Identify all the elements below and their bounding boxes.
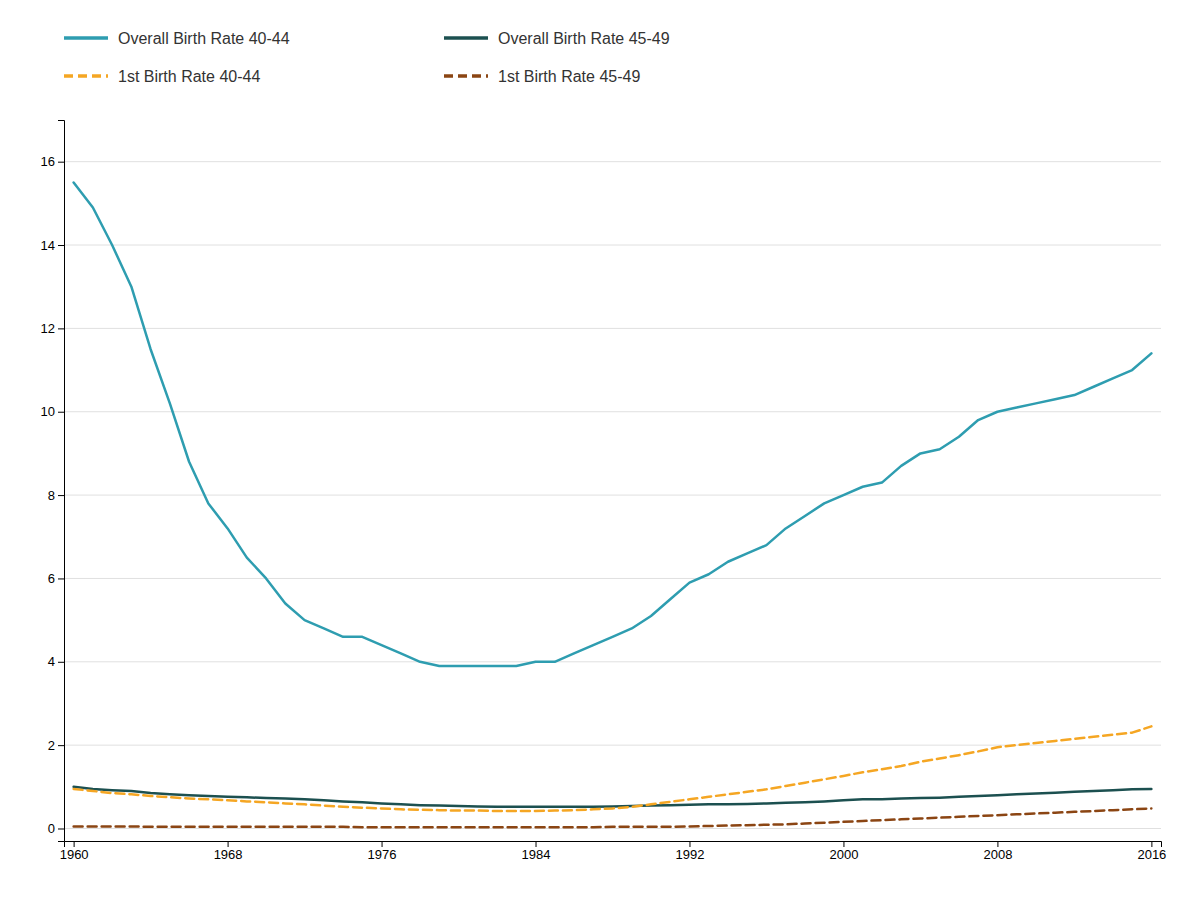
grid-line xyxy=(64,328,1161,329)
legend-swatch xyxy=(444,36,488,40)
x-tick-label: 2000 xyxy=(829,847,858,862)
x-tick: 1984 xyxy=(522,841,551,862)
legend-item: Overall Birth Rate 40-44 xyxy=(64,30,290,47)
y-tick: 6 xyxy=(48,571,64,586)
x-axis: 1960 1968 1976 1984 1992 2000 2008 2016 xyxy=(60,841,1167,862)
lines xyxy=(74,183,1152,828)
x-tick: 2008 xyxy=(983,841,1012,862)
grid-line xyxy=(64,161,1161,162)
series-line xyxy=(74,726,1152,811)
y-tick: 16 xyxy=(41,154,64,169)
y-tick-label: 14 xyxy=(41,238,55,253)
y-tick-mark xyxy=(58,578,64,579)
legend-item: 1st Birth Rate 40-44 xyxy=(64,68,260,85)
x-tick-label: 1992 xyxy=(676,847,705,862)
x-tick: 2000 xyxy=(829,841,858,862)
x-tick: 1968 xyxy=(214,841,243,862)
y-tick-mark xyxy=(58,745,64,746)
x-tick-mark xyxy=(1151,841,1152,847)
x-tick-mark xyxy=(382,841,383,847)
legend-swatch xyxy=(64,74,108,78)
x-tick: 1960 xyxy=(60,841,89,862)
y-tick-label: 6 xyxy=(48,571,55,586)
chart: 1960 1968 1976 1984 1992 2000 2008 2016 0 2 4 6 8 10 1… xyxy=(0,0,1197,897)
legend-label: 1st Birth Rate 40-44 xyxy=(118,68,260,85)
y-tick-label: 0 xyxy=(48,821,55,836)
y-axis: 0 2 4 6 8 10 12 14 16 xyxy=(41,121,65,842)
x-tick-label: 2016 xyxy=(1137,847,1166,862)
y-tick-label: 8 xyxy=(48,488,55,503)
x-tick-mark xyxy=(843,841,844,847)
x-tick-mark xyxy=(74,841,75,847)
x-tick-label: 1976 xyxy=(368,847,397,862)
x-tick-label: 1960 xyxy=(60,847,89,862)
x-tick: 1992 xyxy=(676,841,705,862)
y-tick-mark xyxy=(58,162,64,163)
y-tick-mark xyxy=(58,662,64,663)
y-tick: 4 xyxy=(48,654,64,669)
grid xyxy=(64,162,1161,829)
y-tick-label: 16 xyxy=(41,154,55,169)
grid-line xyxy=(64,495,1161,496)
series-line xyxy=(74,808,1152,827)
x-axis-line xyxy=(65,842,1162,848)
y-tick-label: 2 xyxy=(48,738,55,753)
x-tick-mark xyxy=(536,841,537,847)
y-tick: 0 xyxy=(48,821,64,836)
y-tick: 8 xyxy=(48,488,64,503)
x-tick-mark xyxy=(228,841,229,847)
legend-item: 1st Birth Rate 45-49 xyxy=(444,68,640,85)
x-tick-mark xyxy=(997,841,998,847)
y-tick-mark xyxy=(58,495,64,496)
y-tick-mark xyxy=(58,328,64,329)
y-tick: 12 xyxy=(41,321,64,336)
x-tick-label: 1968 xyxy=(214,847,243,862)
y-tick: 14 xyxy=(41,238,64,253)
legend-swatch xyxy=(444,74,488,78)
legend-label: Overall Birth Rate 40-44 xyxy=(118,30,290,47)
y-tick: 10 xyxy=(41,404,64,419)
x-tick-label: 1984 xyxy=(522,847,551,862)
y-tick-mark xyxy=(58,412,64,413)
legend-label: Overall Birth Rate 45-49 xyxy=(498,30,670,47)
legend-swatch xyxy=(64,36,108,40)
plot: 1960 1968 1976 1984 1992 2000 2008 2016 0 2 4 6 8 10 1… xyxy=(41,121,1167,863)
y-tick-label: 10 xyxy=(41,404,55,419)
y-tick: 2 xyxy=(48,738,64,753)
grid-line xyxy=(64,828,1161,829)
grid-line xyxy=(64,661,1161,662)
series-line xyxy=(74,183,1152,666)
x-tick-mark xyxy=(689,841,690,847)
legend: Overall Birth Rate 40-44 Overall Birth Ra… xyxy=(64,30,670,85)
y-axis-line xyxy=(58,121,65,842)
legend-item: Overall Birth Rate 45-49 xyxy=(444,30,670,47)
y-tick-label: 4 xyxy=(48,654,55,669)
grid-line xyxy=(64,578,1161,579)
y-tick-label: 12 xyxy=(41,321,55,336)
legend-label: 1st Birth Rate 45-49 xyxy=(498,68,640,85)
x-tick: 1976 xyxy=(368,841,397,862)
grid-line xyxy=(64,745,1161,746)
y-tick-mark xyxy=(58,245,64,246)
x-tick: 2016 xyxy=(1137,841,1166,862)
y-tick-mark xyxy=(58,828,64,829)
series-line xyxy=(74,787,1152,807)
grid-line xyxy=(64,245,1161,246)
x-tick-label: 2008 xyxy=(983,847,1012,862)
